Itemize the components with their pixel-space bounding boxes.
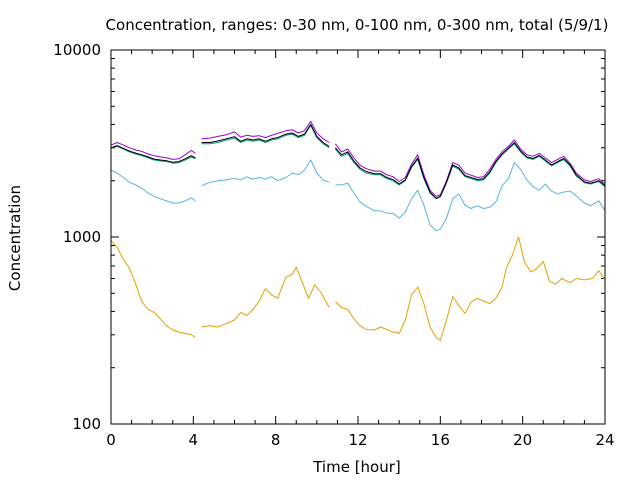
series-line-4 [110,142,196,160]
series-line-5 [201,123,330,147]
plot-frame [110,49,606,425]
y-axis-label: Concentration [6,185,24,291]
x-tick-label: 4 [189,431,199,449]
series-layer [110,120,606,341]
chart-title: Concentration, ranges: 0-30 nm, 0-100 nm… [106,16,609,34]
x-tick-label: 16 [431,431,450,449]
x-tick-label: 8 [271,431,281,449]
y-tick-label: 1000 [63,228,101,246]
series-line-2 [335,162,606,232]
series-line-4 [335,139,606,197]
x-axis-label: Time [hour] [312,458,401,476]
series-line-5 [110,145,196,163]
series-line-1 [110,239,196,338]
x-tick-label: 20 [513,431,532,449]
y-tick-label: 10000 [53,41,101,59]
axis-ticks: 0 4 8 12 16 20 24 100 1000 10000 [53,41,614,449]
series-line-1 [335,236,606,341]
series-line-1 [201,266,330,328]
series-line-3 [335,143,606,200]
y-tick-label: 100 [72,415,101,433]
series-line-4 [201,120,330,143]
series-line-2 [110,169,196,204]
series-line-3 [110,145,196,164]
series-line-5 [335,142,606,199]
x-tick-label: 12 [348,431,367,449]
x-tick-label: 24 [595,431,614,449]
x-tick-label: 0 [106,431,116,449]
series-line-3 [201,124,330,149]
series-line-2 [201,159,330,187]
